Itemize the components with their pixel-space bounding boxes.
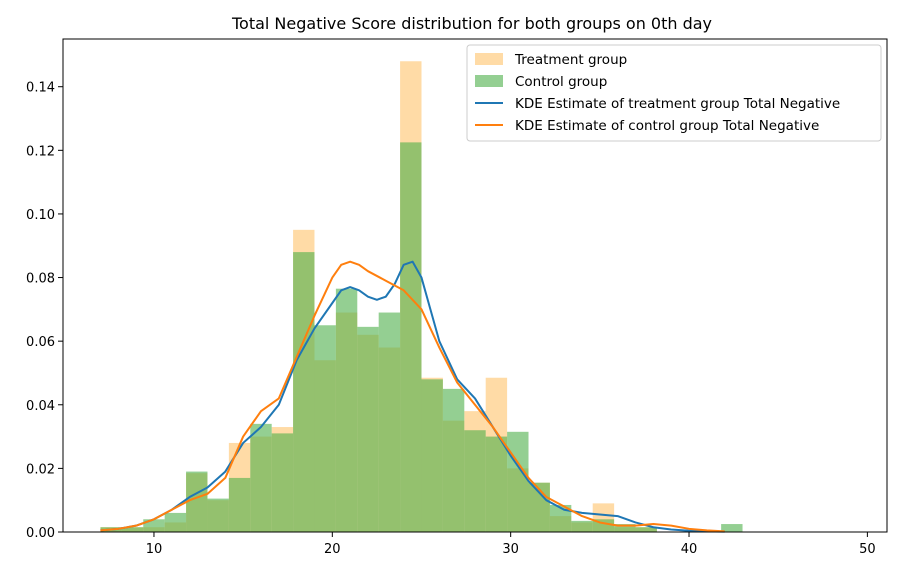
kde-control-line <box>100 260 725 533</box>
x-tick-label: 10 <box>146 542 163 557</box>
plot-frame <box>62 38 888 533</box>
control-hist-bar <box>143 519 165 532</box>
control-hist-bar <box>485 436 508 532</box>
control-hist-bar <box>357 326 379 532</box>
control-hist-bar <box>335 288 358 532</box>
x-tick-label: 20 <box>324 542 341 557</box>
control-hist-bar <box>507 431 529 532</box>
y-tick-label: 0.14 <box>26 81 55 96</box>
control-hist-bar <box>228 477 251 532</box>
kde-treatment-line <box>100 260 725 533</box>
y-tick-label: 0.02 <box>26 462 55 477</box>
y-tick-label: 0.00 <box>26 526 55 541</box>
control-hist-bar <box>721 524 743 532</box>
control-hist-bar <box>442 388 465 532</box>
control-hist-bar <box>314 325 336 532</box>
x-axis: 10 20 30 40 50 <box>146 532 876 557</box>
x-tick-label: 30 <box>502 542 519 557</box>
control-hist-bar <box>250 423 272 532</box>
legend-label-control: Control group <box>515 74 607 90</box>
control-hist-bar <box>207 498 229 532</box>
legend-frame <box>466 44 882 142</box>
legend-swatch-treatment <box>475 53 503 65</box>
control-hist-bar <box>186 471 208 532</box>
y-tick-label: 0.04 <box>26 399 55 414</box>
control-hist-bar <box>464 430 486 532</box>
y-axis: 0.00 0.02 0.04 0.06 0.08 0.10 0.12 0.14 <box>26 81 63 541</box>
control-hist-bar <box>121 527 144 532</box>
control-hist-bar <box>421 379 443 532</box>
control-hist-bar <box>549 504 572 532</box>
control-hist-bar <box>400 142 422 532</box>
x-tick-label: 40 <box>681 542 698 557</box>
y-tick-label: 0.12 <box>26 144 55 159</box>
control-hist-bar <box>635 527 657 532</box>
control-hist-bar <box>293 252 315 533</box>
control-hist-bar <box>378 312 401 532</box>
y-tick-label: 0.06 <box>26 335 55 350</box>
legend-swatch-control <box>475 75 503 87</box>
control-hist-bar <box>614 524 636 532</box>
legend: Treatment group Control group KDE Estima… <box>466 44 882 142</box>
legend-label-treatment: Treatment group <box>514 52 627 68</box>
legend-label-kde-treatment: KDE Estimate of treatment group Total Ne… <box>515 96 840 112</box>
x-tick-label: 50 <box>859 542 876 557</box>
legend-label-kde-control: KDE Estimate of control group Total Nega… <box>515 118 819 134</box>
control-histogram <box>100 142 743 533</box>
y-tick-label: 0.08 <box>26 272 55 287</box>
y-tick-label: 0.10 <box>26 208 55 223</box>
control-hist-bar <box>164 512 187 532</box>
control-hist-bar <box>571 520 593 532</box>
kde-lines <box>100 260 725 533</box>
chart-title: Total Negative Score distribution for bo… <box>231 14 712 33</box>
control-hist-bar <box>271 433 294 532</box>
